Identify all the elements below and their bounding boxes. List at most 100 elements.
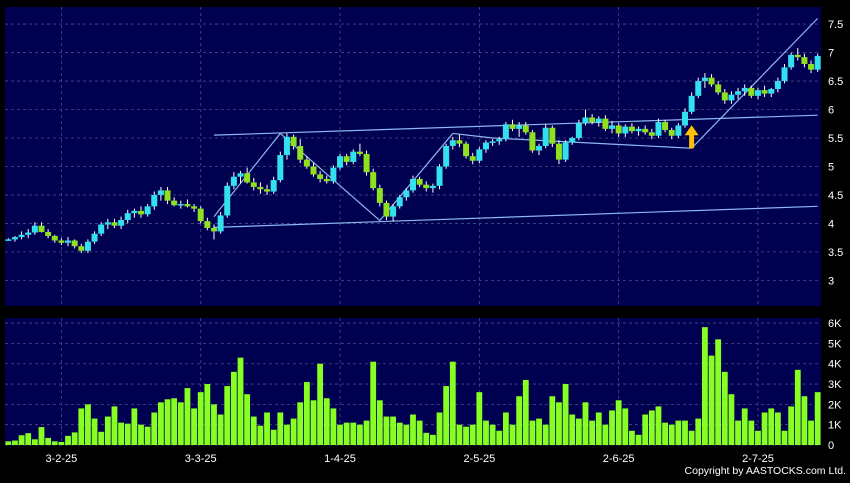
- x-axis: 3-2-25 3-3-25 1-4-25 2-5-25 2-6-25 2-7-25: [45, 453, 773, 465]
- volume-bar: [708, 355, 715, 445]
- volume-bar: [575, 418, 582, 445]
- zigzag-line: [691, 17, 819, 149]
- volume-bar: [502, 412, 509, 445]
- candle-body: [648, 132, 655, 136]
- candle-body: [496, 139, 503, 142]
- channel-upper-trendline: [213, 114, 818, 136]
- candles: [5, 48, 821, 254]
- candle-body: [310, 166, 317, 175]
- price-tick-label: 6.5: [828, 76, 843, 88]
- candle-body: [124, 213, 131, 221]
- candle-body: [390, 206, 397, 217]
- candle-body: [436, 166, 443, 186]
- candle-body: [376, 188, 383, 203]
- candle-body: [788, 54, 795, 68]
- candle-body: [250, 182, 257, 187]
- volume-bar: [629, 430, 635, 445]
- volume-bar: [542, 424, 549, 445]
- volume-bar: [5, 441, 12, 445]
- volume-bar: [430, 434, 436, 445]
- price-panel: [5, 7, 821, 306]
- volume-bar: [549, 396, 556, 445]
- price-tick-label: 4.5: [828, 190, 843, 202]
- volume-tick-label: 1K: [828, 420, 842, 432]
- date-tick-label: 2-7-25: [742, 453, 774, 465]
- candle-body: [469, 156, 476, 161]
- volume-bar: [635, 434, 642, 445]
- volume-bar: [230, 371, 237, 445]
- volume-bar: [51, 441, 58, 445]
- candle-body: [582, 117, 589, 124]
- volume-bar: [416, 420, 423, 445]
- candle-body: [668, 130, 675, 136]
- volume-bar: [277, 412, 284, 445]
- price-tick-label: 6: [828, 105, 834, 117]
- date-tick-label: 3-3-25: [185, 453, 217, 465]
- volume-bar: [436, 412, 443, 445]
- price-tick-label: 7.5: [828, 19, 843, 31]
- volume-bar: [715, 339, 722, 445]
- volume-bar: [536, 418, 542, 445]
- volume-bar: [204, 384, 211, 445]
- volume-bar: [748, 420, 755, 445]
- volume-bar: [476, 392, 483, 445]
- volume-bar: [38, 427, 45, 445]
- volume-bar: [376, 400, 383, 445]
- candle-body: [549, 127, 556, 144]
- candle-body: [396, 197, 403, 207]
- volume-bar: [522, 379, 529, 445]
- candle-body: [768, 89, 775, 94]
- volume-bar: [682, 420, 688, 445]
- volume-bar: [410, 414, 416, 445]
- candle-body: [277, 155, 284, 181]
- candle-body: [197, 208, 204, 222]
- volume-bar: [363, 420, 370, 445]
- candle-body: [416, 178, 423, 185]
- candle-body: [98, 224, 105, 234]
- volume-bar: [516, 396, 523, 445]
- volume-bar: [111, 406, 118, 445]
- volume-bar: [695, 418, 702, 445]
- candle-body: [84, 241, 91, 251]
- candle-body: [482, 142, 489, 150]
- candle-body: [283, 136, 290, 156]
- candle-body: [403, 190, 410, 198]
- volume-bar: [496, 430, 503, 445]
- candle-body: [695, 81, 702, 96]
- volume-bar: [303, 382, 310, 445]
- candle-body: [191, 206, 198, 209]
- volume-bar: [118, 422, 124, 445]
- breakout-arrow-icon: [684, 125, 699, 149]
- candle-body: [542, 127, 549, 146]
- volume-bar: [562, 384, 569, 445]
- volume-bar: [403, 424, 410, 445]
- up-arrow-shape: [684, 125, 699, 149]
- candle-body: [575, 123, 582, 138]
- volume-bar: [755, 430, 761, 445]
- candle-body: [257, 186, 264, 190]
- candle-body: [701, 77, 708, 82]
- date-tick-label: 2-5-25: [463, 453, 495, 465]
- candle-body: [144, 206, 151, 215]
- candle-body: [735, 91, 742, 95]
- candle-body: [688, 95, 695, 112]
- volume-bar: [456, 424, 463, 445]
- volume-bar: [343, 422, 350, 445]
- volume-bar: [463, 426, 469, 445]
- candle-body: [25, 232, 32, 235]
- volume-bar: [138, 424, 144, 445]
- candle-body: [754, 90, 761, 96]
- volume-bar: [350, 422, 357, 445]
- volume-tick-label: 3K: [828, 379, 842, 391]
- candle-body: [131, 210, 138, 214]
- candle-body: [682, 111, 688, 126]
- volume-bar: [144, 426, 151, 445]
- candle-body: [728, 94, 735, 101]
- candle-body: [171, 200, 178, 206]
- volume-bar: [383, 416, 390, 445]
- volume-bar: [85, 404, 91, 445]
- candle-body: [675, 125, 682, 136]
- candle-body: [801, 57, 808, 64]
- candle-body: [31, 225, 38, 233]
- volume-bar: [171, 398, 178, 445]
